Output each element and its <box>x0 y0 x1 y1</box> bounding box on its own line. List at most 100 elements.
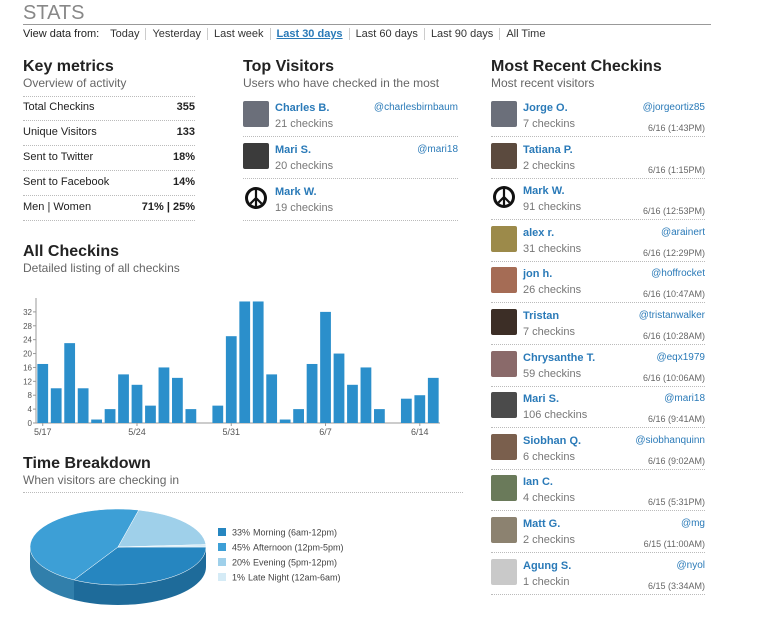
user-handle[interactable]: @nyol <box>676 559 706 571</box>
user-name[interactable]: Mark W. <box>275 186 317 198</box>
nav-link[interactable]: Last 30 days <box>276 28 350 40</box>
user-name[interactable]: Siobhan Q. <box>523 434 582 447</box>
user-handle[interactable]: @mari18 <box>664 393 705 405</box>
nav-link[interactable]: Last week <box>213 28 271 40</box>
user-handle[interactable]: @mg <box>680 518 705 529</box>
nav-link[interactable]: Last 60 days <box>355 28 425 40</box>
y-tick-label: 16 <box>23 363 32 372</box>
y-tick-label: 8 <box>28 391 33 400</box>
nav-link[interactable]: All Time <box>506 28 546 40</box>
x-tick-label: 5/24 <box>128 427 146 437</box>
section-subtitle: Overview of activity <box>23 76 127 90</box>
title-rule <box>23 24 711 25</box>
pie-slice <box>73 546 207 586</box>
divider <box>491 385 705 387</box>
user-name[interactable]: Agung S. <box>523 559 572 572</box>
user-handle[interactable]: @charlesbirnbaum <box>373 102 458 113</box>
bar <box>212 405 224 423</box>
divider <box>491 468 705 470</box>
checkin-time: 6/15 (3:34AM) <box>647 580 705 591</box>
bar <box>347 384 358 423</box>
user-name[interactable]: Tristan <box>523 310 560 322</box>
divider <box>243 136 458 137</box>
user-handle[interactable]: @hoffrocket <box>651 268 705 280</box>
bar <box>414 395 426 423</box>
bar <box>252 301 264 423</box>
user-name[interactable]: Charles B. <box>275 102 330 114</box>
user-handle[interactable]: @arainert <box>660 226 705 238</box>
section-title: All Checkins <box>23 243 120 260</box>
checkin-count: 31 checkins <box>523 242 582 255</box>
nav-link[interactable]: Today <box>110 28 147 40</box>
divider <box>491 219 705 221</box>
checkin-count: 4 checkins <box>523 492 575 505</box>
legend-swatch <box>218 573 226 581</box>
user-handle[interactable]: @eqx1979 <box>656 351 705 363</box>
user-handle[interactable]: @jorgeortiz85 <box>642 102 705 113</box>
metric-label: Men | Women <box>23 201 92 213</box>
x-tick-label: 5/31 <box>223 427 241 437</box>
user-name[interactable]: Mark W. <box>523 185 565 198</box>
checkin-count: 106 checkins <box>523 409 588 422</box>
bar <box>225 336 237 423</box>
y-tick-label: 4 <box>28 405 33 414</box>
legend-swatch <box>218 558 226 566</box>
checkin-count: 7 checkins <box>523 326 575 338</box>
pie-slice <box>117 544 207 548</box>
bar <box>37 363 49 423</box>
y-tick-label: 24 <box>23 336 32 345</box>
checkin-count: 6 checkins <box>523 450 575 463</box>
user-name[interactable]: Tatiana P. <box>523 143 573 156</box>
checkin-time: 6/16 (12:53PM) <box>642 206 705 217</box>
y-tick-label: 20 <box>23 350 32 359</box>
section-subtitle: Detailed listing of all checkins <box>23 261 180 275</box>
user-handle[interactable]: @siobhanquinn <box>635 434 705 446</box>
section-title: Most Recent Checkins <box>491 58 662 75</box>
avatar <box>491 392 517 419</box>
user-name[interactable]: alex r. <box>523 226 555 239</box>
nav-label: View data from: <box>23 28 100 40</box>
user-name[interactable]: Mari S. <box>523 393 560 406</box>
bar <box>172 377 183 423</box>
user-name[interactable]: Ian C. <box>523 476 553 489</box>
avatar <box>245 187 267 209</box>
section-subtitle: Users who have checked in the most <box>243 76 440 90</box>
bar <box>145 405 156 423</box>
checkin-count: 1 checkin <box>523 575 570 588</box>
user-name[interactable]: Mari S. <box>275 144 312 156</box>
bar <box>427 377 439 423</box>
avatar <box>491 433 517 460</box>
user-name[interactable]: Matt G. <box>523 518 561 530</box>
avatar <box>491 225 517 252</box>
avatar <box>491 101 517 127</box>
user-handle[interactable]: @mari18 <box>417 144 458 155</box>
divider <box>491 593 705 595</box>
bar <box>279 419 291 423</box>
section-title: Time Breakdown <box>23 455 151 472</box>
checkin-time: 6/16 (10:47AM) <box>642 289 705 300</box>
section-subtitle: When visitors are checking in <box>23 473 180 487</box>
section-subtitle: Most recent visitors <box>491 76 595 90</box>
user-name[interactable]: Jorge O. <box>523 102 568 114</box>
pie-side <box>74 547 207 605</box>
nav-link[interactable]: Yesterday <box>152 28 208 40</box>
y-tick-label: 0 <box>28 419 33 428</box>
bar <box>320 311 331 423</box>
user-handle[interactable]: @tristanwalker <box>638 310 705 321</box>
avatar <box>493 186 515 209</box>
checkin-time: 6/16 (10:06AM) <box>642 372 705 383</box>
x-tick-label: 6/14 <box>411 427 429 437</box>
x-tick-label: 6/7 <box>319 427 332 437</box>
bar <box>333 353 345 423</box>
divider <box>491 510 705 512</box>
bar <box>185 409 197 423</box>
section-title: Key metrics <box>23 58 114 75</box>
user-name[interactable]: jon h. <box>523 268 553 281</box>
nav-link[interactable]: Last 90 days <box>430 28 501 40</box>
user-name[interactable]: Chrysanthe T. <box>523 351 596 364</box>
checkin-time: 6/16 (1:43PM) <box>647 123 705 133</box>
avatar <box>491 558 517 585</box>
checkin-count: 26 checkins <box>523 284 582 297</box>
avatar <box>491 350 517 377</box>
metric-value: 14% <box>172 176 195 188</box>
